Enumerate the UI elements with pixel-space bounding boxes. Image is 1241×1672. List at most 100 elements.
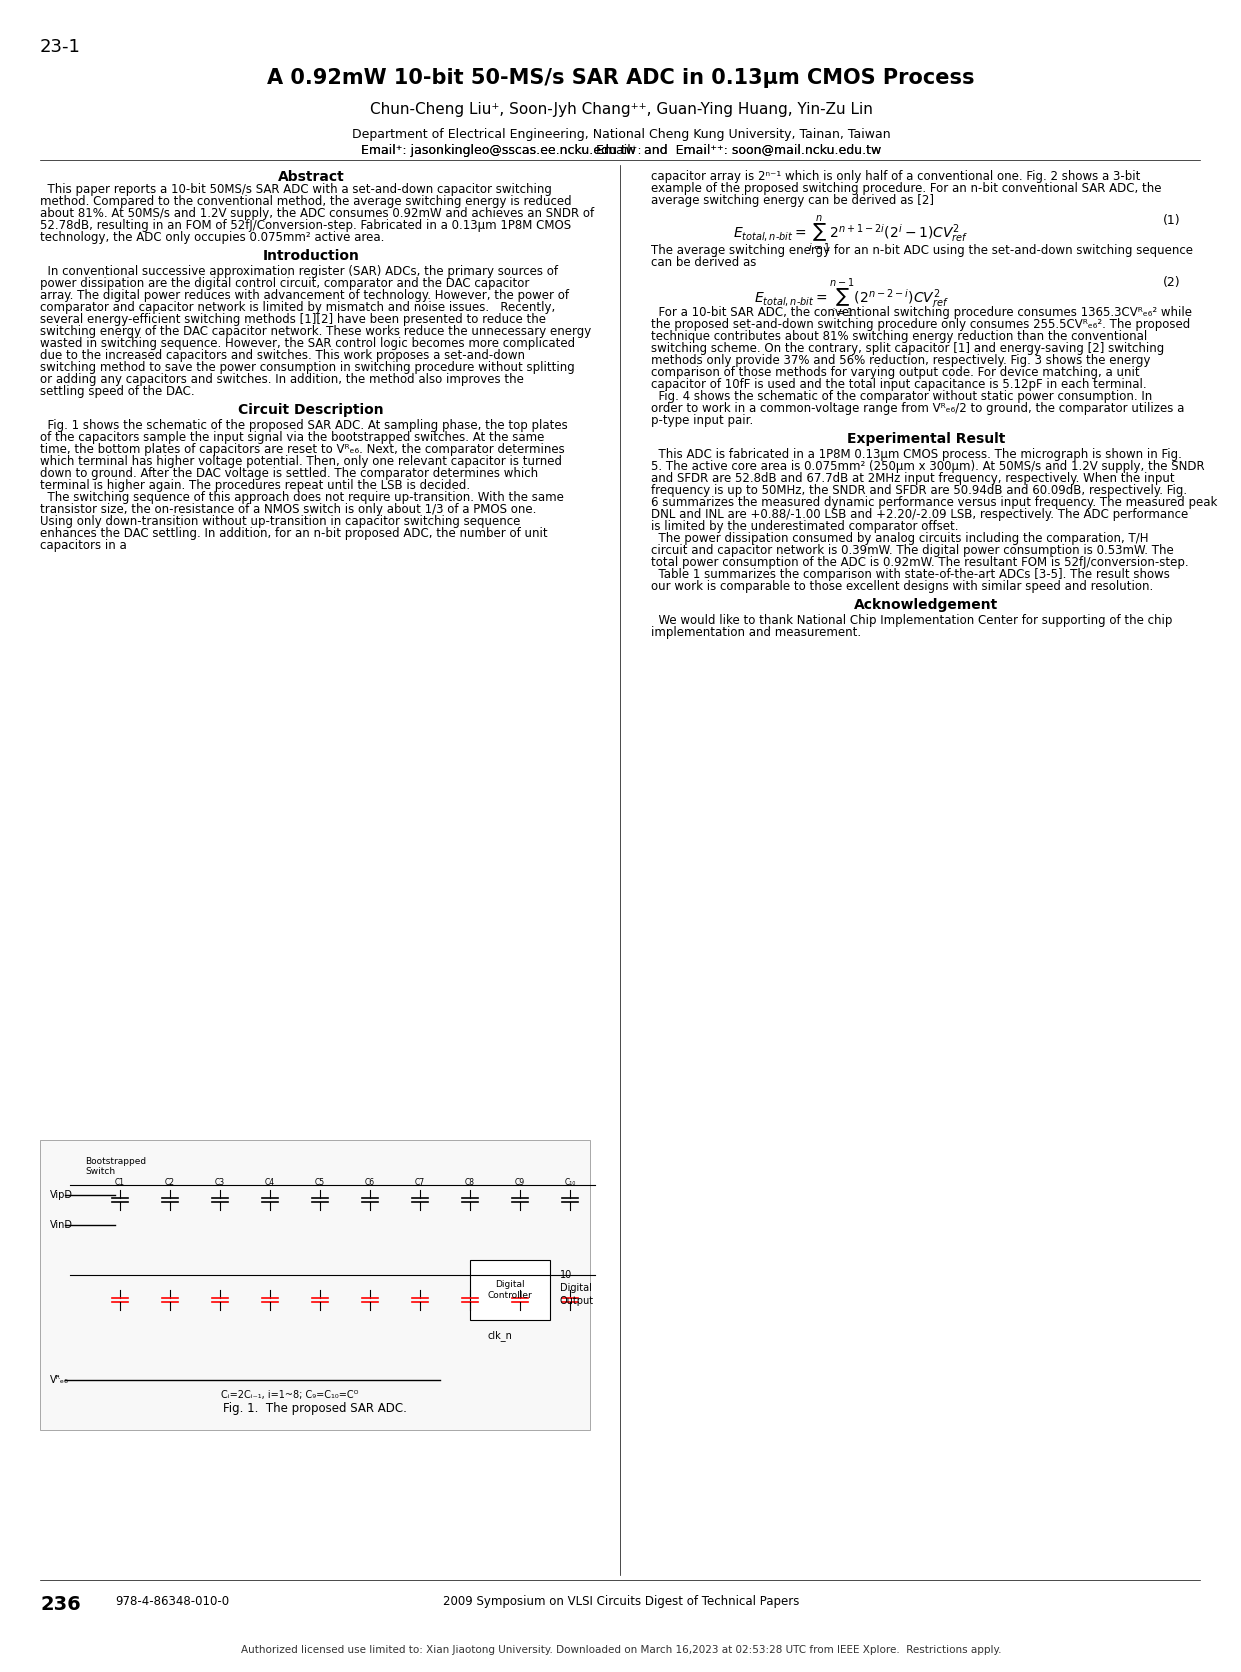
Text: Authorized licensed use limited to: Xian Jiaotong University. Downloaded on Marc: Authorized licensed use limited to: Xian… bbox=[241, 1645, 1001, 1655]
Text: Introduction: Introduction bbox=[263, 249, 360, 263]
Text: capacitor array is 2ⁿ⁻¹ which is only half of a conventional one. Fig. 2 shows a: capacitor array is 2ⁿ⁻¹ which is only ha… bbox=[652, 171, 1140, 182]
Text: of the capacitors sample the input signal via the bootstrapped switches. At the : of the capacitors sample the input signa… bbox=[40, 431, 545, 445]
Text: down to ground. After the DAC voltage is settled. The comparator determines whic: down to ground. After the DAC voltage is… bbox=[40, 466, 539, 480]
Text: The average switching energy for an n-bit ADC using the set-and-down switching s: The average switching energy for an n-bi… bbox=[652, 244, 1193, 257]
Text: 5. The active core area is 0.075mm² (250μm x 300μm). At 50MS/s and 1.2V supply, : 5. The active core area is 0.075mm² (250… bbox=[652, 460, 1205, 473]
Text: VinD: VinD bbox=[50, 1221, 73, 1231]
Text: clk_n: clk_n bbox=[488, 1329, 513, 1341]
Text: technique contributes about 81% switching energy reduction than the conventional: technique contributes about 81% switchin… bbox=[652, 329, 1147, 343]
Text: 10: 10 bbox=[560, 1271, 572, 1281]
Text: technology, the ADC only occupies 0.075mm² active area.: technology, the ADC only occupies 0.075m… bbox=[40, 231, 385, 244]
Text: comparison of those methods for varying output code. For device matching, a unit: comparison of those methods for varying … bbox=[652, 366, 1139, 380]
Text: We would like to thank National Chip Implementation Center for supporting of the: We would like to thank National Chip Imp… bbox=[652, 614, 1173, 627]
Text: Fig. 1 shows the schematic of the proposed SAR ADC. At sampling phase, the top p: Fig. 1 shows the schematic of the propos… bbox=[40, 420, 567, 431]
Text: DNL and INL are +0.88/-1.00 LSB and +2.20/-2.09 LSB, respectively. The ADC perfo: DNL and INL are +0.88/-1.00 LSB and +2.2… bbox=[652, 508, 1188, 522]
Text: array. The digital power reduces with advancement of technology. However, the po: array. The digital power reduces with ad… bbox=[40, 289, 570, 303]
Text: method. Compared to the conventional method, the average switching energy is red: method. Compared to the conventional met… bbox=[40, 196, 572, 207]
Text: Circuit Description: Circuit Description bbox=[238, 403, 383, 416]
Text: switching method to save the power consumption in switching procedure without sp: switching method to save the power consu… bbox=[40, 361, 575, 375]
Text: Fig. 1.  The proposed SAR ADC.: Fig. 1. The proposed SAR ADC. bbox=[223, 1403, 407, 1415]
Text: (2): (2) bbox=[1163, 276, 1181, 289]
Text: or adding any capacitors and switches. In addition, the method also improves the: or adding any capacitors and switches. I… bbox=[40, 373, 524, 386]
Text: Acknowledgement: Acknowledgement bbox=[854, 599, 998, 612]
Text: methods only provide 37% and 56% reduction, respectively. Fig. 3 shows the energ: methods only provide 37% and 56% reducti… bbox=[652, 354, 1150, 366]
Text: the proposed set-and-down switching procedure only consumes 255.5CVᴿₑ₆². The pro: the proposed set-and-down switching proc… bbox=[652, 318, 1190, 331]
Text: Email⁺: jasonkingleo@sscas.ee.ncku.edu.tw  and  Email⁺⁺: soon@mail.ncku.edu.tw: Email⁺: jasonkingleo@sscas.ee.ncku.edu.t… bbox=[361, 144, 881, 157]
Text: comparator and capacitor network is limited by mismatch and noise issues.   Rece: comparator and capacitor network is limi… bbox=[40, 301, 555, 314]
Text: Email⁺:: Email⁺: bbox=[596, 144, 645, 157]
Text: Vᴿₑ₆: Vᴿₑ₆ bbox=[50, 1374, 68, 1384]
Text: power dissipation are the digital control circuit, comparator and the DAC capaci: power dissipation are the digital contro… bbox=[40, 278, 530, 289]
Text: The switching sequence of this approach does not require up-transition. With the: The switching sequence of this approach … bbox=[40, 492, 563, 503]
Text: 6 summarizes the measured dynamic performance versus input frequency. The measur: 6 summarizes the measured dynamic perfor… bbox=[652, 497, 1217, 508]
Text: Cᵢ=2Cᵢ₋₁, i=1~8; C₉=C₁₀=Cᴼ: Cᵢ=2Cᵢ₋₁, i=1~8; C₉=C₁₀=Cᴼ bbox=[221, 1389, 359, 1399]
Text: implementation and measurement.: implementation and measurement. bbox=[652, 625, 861, 639]
Text: A 0.92mW 10-bit 50-MS/s SAR ADC in 0.13μm CMOS Process: A 0.92mW 10-bit 50-MS/s SAR ADC in 0.13μ… bbox=[267, 69, 974, 89]
Text: total power consumption of the ADC is 0.92mW. The resultant FOM is 52fJ/conversi: total power consumption of the ADC is 0.… bbox=[652, 557, 1189, 568]
Text: Digital: Digital bbox=[560, 1282, 592, 1292]
Text: is limited by the underestimated comparator offset.: is limited by the underestimated compara… bbox=[652, 520, 958, 533]
Text: Using only down-transition without up-transition in capacitor switching sequence: Using only down-transition without up-tr… bbox=[40, 515, 520, 528]
Text: which terminal has higher voltage potential. Then, only one relevant capacitor i: which terminal has higher voltage potent… bbox=[40, 455, 562, 468]
Text: C5: C5 bbox=[315, 1179, 325, 1187]
Text: 52.78dB, resulting in an FOM of 52fJ/Conversion-step. Fabricated in a 0.13μm 1P8: 52.78dB, resulting in an FOM of 52fJ/Con… bbox=[40, 219, 571, 232]
Text: 23-1: 23-1 bbox=[40, 38, 81, 55]
Text: 236: 236 bbox=[40, 1595, 81, 1613]
Text: p-type input pair.: p-type input pair. bbox=[652, 415, 753, 426]
Text: example of the proposed switching procedure. For an n-bit conventional SAR ADC, : example of the proposed switching proced… bbox=[652, 182, 1162, 196]
Text: time, the bottom plates of capacitors are reset to Vᴿₑ₆. Next, the comparator de: time, the bottom plates of capacitors ar… bbox=[40, 443, 565, 456]
Text: C2: C2 bbox=[165, 1179, 175, 1187]
Text: C7: C7 bbox=[414, 1179, 426, 1187]
Text: Experimental Result: Experimental Result bbox=[846, 431, 1005, 446]
Text: Chun-Cheng Liu⁺, Soon-Jyh Chang⁺⁺, Guan-Ying Huang, Yin-Zu Lin: Chun-Cheng Liu⁺, Soon-Jyh Chang⁺⁺, Guan-… bbox=[370, 102, 872, 117]
Text: transistor size, the on-resistance of a NMOS switch is only about 1/3 of a PMOS : transistor size, the on-resistance of a … bbox=[40, 503, 536, 517]
Text: capacitors in a: capacitors in a bbox=[40, 538, 127, 552]
Text: C4: C4 bbox=[264, 1179, 276, 1187]
Text: Table 1 summarizes the comparison with state-of-the-art ADCs [3-5]. The result s: Table 1 summarizes the comparison with s… bbox=[652, 568, 1170, 580]
Text: and SFDR are 52.8dB and 67.7dB at 2MHz input frequency, respectively. When the i: and SFDR are 52.8dB and 67.7dB at 2MHz i… bbox=[652, 472, 1175, 485]
Text: enhances the DAC settling. In addition, for an n-bit proposed ADC, the number of: enhances the DAC settling. In addition, … bbox=[40, 527, 547, 540]
Text: $E_{total,n\text{-}bit} = \sum_{i=1}^{n} 2^{n+1-2i}(2^i-1)CV_{ref}^2$: $E_{total,n\text{-}bit} = \sum_{i=1}^{n}… bbox=[733, 214, 969, 256]
Text: C8: C8 bbox=[465, 1179, 475, 1187]
Text: Switch: Switch bbox=[84, 1167, 115, 1177]
Text: wasted in switching sequence. However, the SAR control logic becomes more compli: wasted in switching sequence. However, t… bbox=[40, 338, 575, 349]
Text: Email⁺: jasonkingleo@sscas.ee.ncku.edu.tw  and  Email⁺⁺: soon@mail.ncku.edu.tw: Email⁺: jasonkingleo@sscas.ee.ncku.edu.t… bbox=[361, 144, 881, 157]
Text: This paper reports a 10-bit 50MS/s SAR ADC with a set-and-down capacitor switchi: This paper reports a 10-bit 50MS/s SAR A… bbox=[40, 182, 552, 196]
Text: due to the increased capacitors and switches. This work proposes a set-and-down: due to the increased capacitors and swit… bbox=[40, 349, 525, 363]
Text: C1: C1 bbox=[115, 1179, 125, 1187]
Bar bbox=[40, 1140, 589, 1430]
Text: capacitor of 10fF is used and the total input capacitance is 5.12pF in each term: capacitor of 10fF is used and the total … bbox=[652, 378, 1147, 391]
Text: switching scheme. On the contrary, split capacitor [1] and energy-saving [2] swi: switching scheme. On the contrary, split… bbox=[652, 343, 1164, 354]
Text: average switching energy can be derived as [2]: average switching energy can be derived … bbox=[652, 194, 934, 207]
Text: Digital
Controller: Digital Controller bbox=[488, 1281, 532, 1299]
Text: In conventional successive approximation register (SAR) ADCs, the primary source: In conventional successive approximation… bbox=[40, 264, 558, 278]
Text: circuit and capacitor network is 0.39mW. The digital power consumption is 0.53mW: circuit and capacitor network is 0.39mW.… bbox=[652, 543, 1174, 557]
Text: C9: C9 bbox=[515, 1179, 525, 1187]
Text: VipD: VipD bbox=[50, 1190, 73, 1200]
Text: C3: C3 bbox=[215, 1179, 225, 1187]
Text: $E_{total,n\text{-}bit} = \sum_{i=1}^{n-1} (2^{n-2-i})CV_{ref}^2$: $E_{total,n\text{-}bit} = \sum_{i=1}^{n-… bbox=[753, 276, 948, 319]
Text: 978-4-86348-010-0: 978-4-86348-010-0 bbox=[115, 1595, 230, 1608]
Text: This ADC is fabricated in a 1P8M 0.13μm CMOS process. The micrograph is shown in: This ADC is fabricated in a 1P8M 0.13μm … bbox=[652, 448, 1181, 461]
Text: order to work in a common-voltage range from Vᴿₑ₆/2 to ground, the comparator ut: order to work in a common-voltage range … bbox=[652, 401, 1184, 415]
Bar bbox=[470, 1261, 550, 1319]
Text: The power dissipation consumed by analog circuits including the comparation, T/H: The power dissipation consumed by analog… bbox=[652, 532, 1148, 545]
Text: Fig. 4 shows the schematic of the comparator without static power consumption. I: Fig. 4 shows the schematic of the compar… bbox=[652, 390, 1152, 403]
Text: terminal is higher again. The procedures repeat until the LSB is decided.: terminal is higher again. The procedures… bbox=[40, 478, 470, 492]
Text: Bootstrapped: Bootstrapped bbox=[84, 1157, 146, 1167]
Text: our work is comparable to those excellent designs with similar speed and resolut: our work is comparable to those excellen… bbox=[652, 580, 1153, 594]
Text: Abstract: Abstract bbox=[278, 171, 344, 184]
Text: (1): (1) bbox=[1163, 214, 1181, 227]
Text: C₁₀: C₁₀ bbox=[565, 1179, 576, 1187]
Text: can be derived as: can be derived as bbox=[652, 256, 756, 269]
Text: For a 10-bit SAR ADC, the conventional switching procedure consumes 1365.3CVᴿₑ₆²: For a 10-bit SAR ADC, the conventional s… bbox=[652, 306, 1193, 319]
Text: frequency is up to 50MHz, the SNDR and SFDR are 50.94dB and 60.09dB, respectivel: frequency is up to 50MHz, the SNDR and S… bbox=[652, 483, 1188, 497]
Text: settling speed of the DAC.: settling speed of the DAC. bbox=[40, 385, 195, 398]
Text: Output: Output bbox=[560, 1296, 594, 1306]
Text: switching energy of the DAC capacitor network. These works reduce the unnecessar: switching energy of the DAC capacitor ne… bbox=[40, 324, 591, 338]
Text: C6: C6 bbox=[365, 1179, 375, 1187]
Text: several energy-efficient switching methods [1][2] have been presented to reduce : several energy-efficient switching metho… bbox=[40, 313, 546, 326]
Text: Department of Electrical Engineering, National Cheng Kung University, Tainan, Ta: Department of Electrical Engineering, Na… bbox=[351, 129, 890, 140]
Text: 2009 Symposium on VLSI Circuits Digest of Technical Papers: 2009 Symposium on VLSI Circuits Digest o… bbox=[443, 1595, 799, 1608]
Text: about 81%. At 50MS/s and 1.2V supply, the ADC consumes 0.92mW and achieves an SN: about 81%. At 50MS/s and 1.2V supply, th… bbox=[40, 207, 594, 221]
